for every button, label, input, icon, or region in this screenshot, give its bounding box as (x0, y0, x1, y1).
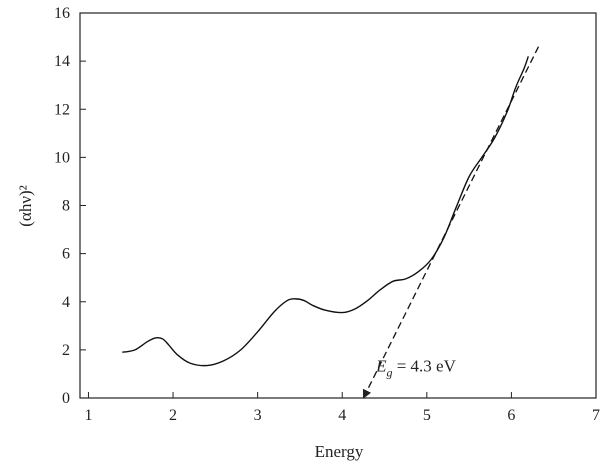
y-tick-label: 10 (54, 149, 70, 166)
x-tick-label: 2 (169, 407, 177, 424)
x-tick-label: 6 (507, 407, 515, 424)
x-tick-label: 1 (84, 407, 92, 424)
annotation-sub: g (386, 366, 392, 380)
y-tick-label: 16 (54, 5, 70, 22)
annotation-rest: = 4.3 eV (392, 357, 456, 376)
y-tick-label: 2 (62, 342, 70, 359)
x-tick-label: 4 (338, 407, 346, 424)
axes (79, 12, 597, 399)
bandgap-annotation: Eg = 4.3 eV (375, 357, 457, 380)
x-tick-label: 7 (592, 407, 600, 424)
absorption-curve (122, 56, 529, 367)
y-tick-label: 14 (54, 53, 70, 70)
x-axis-title: Energy (315, 442, 364, 461)
x-tick-label: 5 (423, 407, 431, 424)
y-tick-label: 12 (54, 101, 70, 118)
plot-frame (79, 12, 597, 399)
y-tick-label: 0 (62, 390, 70, 407)
y-tick-label: 8 (62, 198, 70, 215)
plot-marks (122, 46, 540, 399)
y-tick-label: 6 (62, 246, 70, 263)
x-tick-label: 3 (254, 407, 262, 424)
annotation-main: E (375, 357, 387, 376)
y-axis-title: (αhν)² (16, 185, 35, 227)
y-tick-label: 4 (62, 294, 70, 311)
